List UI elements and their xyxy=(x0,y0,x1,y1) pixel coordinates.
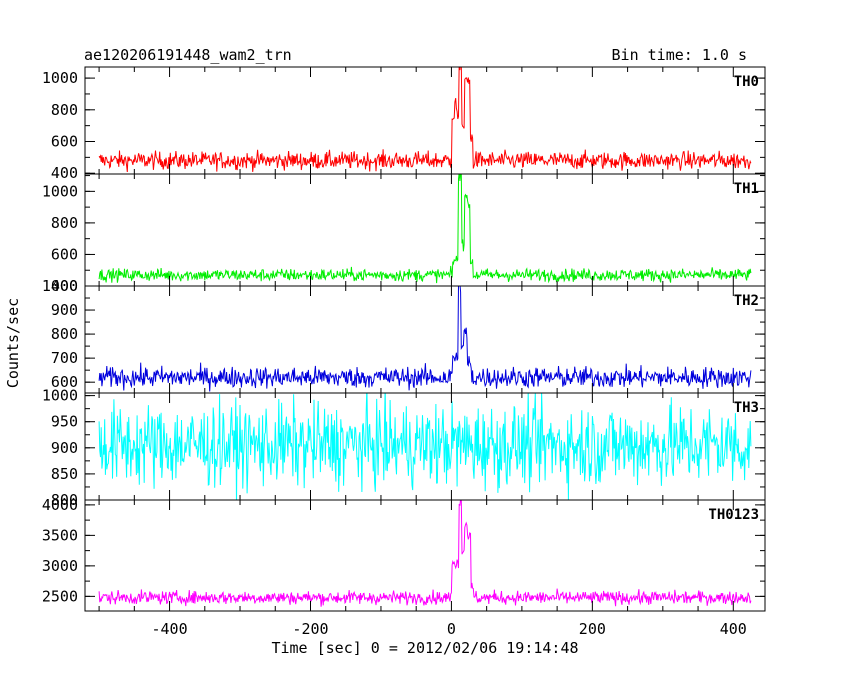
y-tick-label: 950 xyxy=(51,413,78,431)
light-curve-th3 xyxy=(99,384,751,507)
y-tick-label: 900 xyxy=(51,301,78,319)
x-tick-label: -400 xyxy=(151,620,187,638)
channel-label-th2: TH2 xyxy=(734,293,759,309)
y-tick-label: 1000 xyxy=(42,182,78,200)
y-tick-label: 1000 xyxy=(42,277,78,295)
y-tick-label: 800 xyxy=(51,325,78,343)
y-tick-label: 700 xyxy=(51,349,78,367)
y-tick-label: 1000 xyxy=(42,387,78,405)
y-tick-label: 900 xyxy=(51,439,78,457)
x-tick-label: 200 xyxy=(579,620,606,638)
y-tick-label: 850 xyxy=(51,465,78,483)
y-tick-label: 3000 xyxy=(42,557,78,575)
light-curve-th0123 xyxy=(99,499,751,607)
y-axis-label: Counts/sec xyxy=(4,298,22,388)
y-tick-label: 800 xyxy=(51,101,78,119)
y-tick-label: 800 xyxy=(51,214,78,232)
light-curve-th0 xyxy=(99,61,751,172)
x-tick-label: -200 xyxy=(292,620,328,638)
y-tick-label: 400 xyxy=(51,164,78,182)
y-tick-label: 600 xyxy=(51,133,78,151)
y-tick-label: 600 xyxy=(51,245,78,263)
channel-label-th1: TH1 xyxy=(734,181,759,197)
light-curve-th1 xyxy=(99,172,751,283)
channel-label-th0: TH0 xyxy=(734,74,759,90)
chart-title: ae120206191448_wam2_trn xyxy=(84,46,292,64)
x-tick-label: 0 xyxy=(447,620,456,638)
light-curve-th2 xyxy=(99,284,751,392)
y-tick-label: 2500 xyxy=(42,587,78,605)
bin-time-label: Bin time: 1.0 s xyxy=(612,46,747,64)
x-axis-label-text: Time [sec] 0 = 2012/02/06 19:14:48 xyxy=(271,639,578,657)
y-tick-label: 3500 xyxy=(42,526,78,544)
y-tick-label: 1000 xyxy=(42,69,78,87)
channel-label-th0123: TH0123 xyxy=(708,507,759,523)
y-tick-label: 4000 xyxy=(42,496,78,514)
x-axis-label: Time [sec] 0 = 2012/02/06 19:14:48 xyxy=(0,639,850,657)
panel-frame-th1 xyxy=(85,174,765,286)
channel-label-th3: TH3 xyxy=(734,400,759,416)
x-tick-label: 400 xyxy=(720,620,747,638)
